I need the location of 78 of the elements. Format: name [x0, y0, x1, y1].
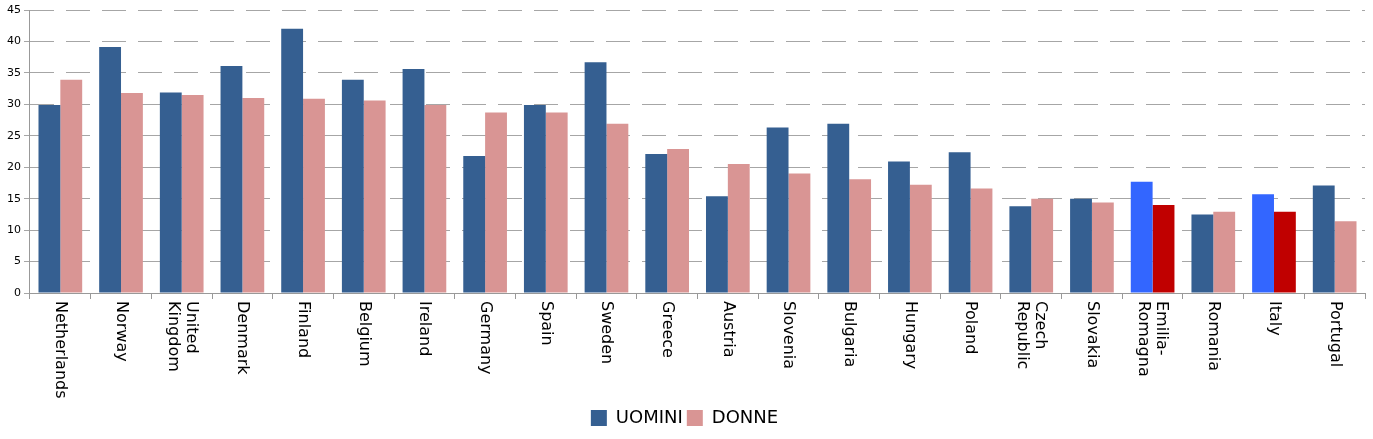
bar [523, 104, 546, 293]
x-tick-label: Finland [294, 301, 314, 359]
bar [545, 112, 568, 293]
bar [424, 104, 447, 293]
x-tick-label: Emilia-Romagna [1135, 301, 1173, 377]
bar [181, 94, 204, 293]
bar [584, 62, 607, 293]
x-tick-label: Germany [476, 301, 496, 375]
bar [402, 69, 425, 293]
y-tick-label: 25 [7, 128, 21, 142]
x-tick-label: Czech Republic [1014, 301, 1052, 370]
bar [60, 79, 83, 293]
bar [281, 28, 304, 293]
bar [606, 123, 629, 293]
x-tick-label: Poland [962, 301, 982, 355]
bar [1152, 204, 1175, 293]
bar [242, 98, 265, 293]
bar [1312, 185, 1335, 293]
bar [970, 188, 993, 293]
x-tick-label: Austria [719, 301, 739, 358]
x-tick-label: Sweden [598, 301, 618, 365]
x-tick-label: Hungary [901, 301, 921, 370]
x-tick-label: Belgium [355, 301, 375, 367]
bar [220, 65, 243, 293]
bar [766, 127, 789, 293]
bar [1334, 221, 1357, 293]
y-tick-label: 15 [7, 191, 21, 205]
x-tick-label: Ireland [416, 301, 436, 357]
x-tick-label: Romania [1205, 301, 1225, 371]
bar [667, 148, 689, 293]
x-tick-label: Denmark [234, 301, 254, 376]
x-tick-label: Greece [659, 301, 678, 358]
bar [1031, 198, 1054, 293]
bar [727, 164, 750, 293]
y-tick-label: 10 [7, 222, 21, 236]
bar [788, 173, 811, 293]
x-tick-label: Italy [1265, 301, 1285, 336]
y-tick-label: 45 [7, 2, 21, 16]
bar [1213, 211, 1236, 293]
x-tick-label: Slovakia [1083, 301, 1103, 369]
y-tick-label: 20 [7, 160, 21, 174]
x-tick-label: Slovenia [780, 301, 800, 370]
y-tick-label: 5 [14, 254, 21, 268]
bar [1191, 214, 1214, 293]
bar [827, 123, 850, 293]
bar [849, 179, 872, 293]
x-tick-label: Spain [537, 301, 557, 346]
bar [1130, 181, 1153, 293]
bar [1009, 206, 1032, 293]
bar [705, 196, 728, 293]
bar [121, 93, 143, 293]
y-tick-label: 40 [7, 34, 21, 48]
bar [1273, 211, 1296, 293]
x-tick-label: Netherlands [52, 301, 72, 399]
bar [1252, 194, 1274, 293]
bar [341, 79, 364, 293]
x-tick-label: Norway [112, 301, 132, 362]
bar [948, 152, 971, 293]
bar [888, 161, 910, 293]
bar [645, 154, 668, 293]
bar [1091, 202, 1114, 293]
legend-label: DONNE [711, 405, 779, 427]
x-tick-label: Bulgaria [841, 301, 861, 368]
bar [99, 47, 122, 293]
bar [303, 98, 325, 293]
y-tick-label: 0 [14, 285, 21, 299]
bar [363, 100, 386, 293]
bar [1070, 198, 1092, 293]
legend-label: UOMINI [615, 405, 683, 427]
bar [463, 155, 486, 293]
y-tick-label: 35 [7, 65, 21, 79]
bar [38, 104, 61, 293]
x-tick-label: Portugal [1326, 301, 1346, 368]
x-tick-label: United Kingdom [164, 301, 202, 372]
bar [485, 112, 507, 293]
bar [909, 184, 932, 293]
y-tick-label: 30 [7, 97, 21, 111]
bar [159, 92, 182, 293]
